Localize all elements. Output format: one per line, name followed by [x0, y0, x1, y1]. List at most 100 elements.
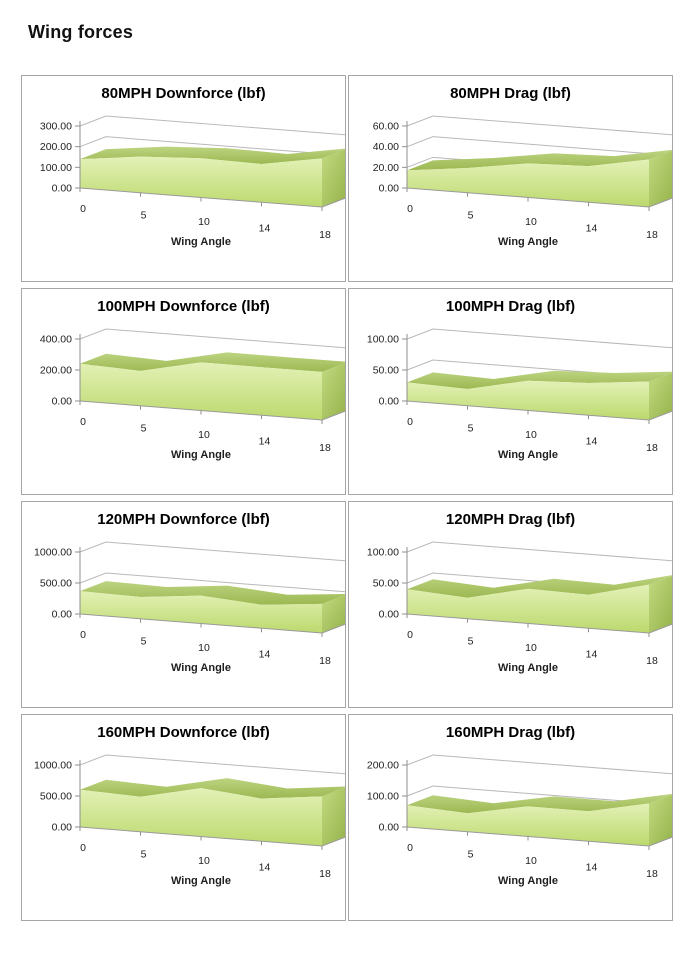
y-tick-label: 0.00 — [52, 396, 73, 408]
area-series — [407, 159, 649, 207]
y-tick-label: 100.00 — [367, 791, 399, 803]
area-top-ridge — [407, 149, 672, 171]
x-axis: 0 5 10 14 18 — [79, 401, 331, 454]
y-tick-label: 1000.00 — [34, 760, 72, 772]
x-tick-label: 18 — [319, 655, 331, 667]
x-axis-title: Wing Angle — [171, 875, 231, 887]
x-tick-label: 0 — [80, 842, 86, 854]
x-tick-label: 18 — [319, 868, 331, 880]
y-tick-label: 20.00 — [373, 162, 399, 174]
area-chart-canvas: 0.00 20.00 40.00 60.00 0 5 10 14 18 Wing Angle — [373, 115, 672, 248]
y-tick-label: 100.00 — [367, 547, 399, 559]
chart-120mph-downforce: 120MPH Downforce (lbf) 0.00 500.00 1000.00… — [21, 501, 346, 708]
x-tick-label: 18 — [646, 655, 658, 667]
area-series — [80, 156, 322, 207]
charts-grid: 80MPH Downforce (lbf) 0.00 100.00 200.00 30… — [21, 75, 673, 921]
area-side-cap — [649, 794, 672, 846]
y-tick-label: 400.00 — [40, 334, 72, 346]
y-tick-label: 0.00 — [52, 822, 73, 834]
chart-title: 120MPH Drag (lbf) — [445, 511, 576, 528]
area-side-cap — [322, 363, 345, 420]
x-tick-label: 0 — [80, 203, 86, 215]
x-tick-label: 0 — [407, 416, 413, 428]
x-tick-label: 14 — [586, 223, 598, 235]
y-tick-label: 500.00 — [40, 791, 72, 803]
x-tick-label: 5 — [468, 636, 474, 648]
x-axis: 0 5 10 14 18 — [79, 614, 331, 667]
chart-title: 80MPH Drag (lbf) — [450, 85, 571, 102]
y-tick-label: 500.00 — [40, 578, 72, 590]
chart-160mph-drag: 160MPH Drag (lbf) 0.00 100.00 200.00 0 5 10 14… — [348, 714, 673, 921]
y-tick-label: 100.00 — [367, 334, 399, 346]
x-tick-label: 14 — [586, 436, 598, 448]
x-tick-label: 14 — [259, 649, 271, 661]
area-top-ridge — [407, 793, 672, 814]
y-tick-label: 1000.00 — [34, 547, 72, 559]
chart-title: 120MPH Downforce (lbf) — [97, 511, 270, 528]
chart-title: 160MPH Downforce (lbf) — [97, 724, 270, 741]
x-axis: 0 5 10 14 18 — [406, 188, 658, 241]
x-tick-label: 18 — [646, 442, 658, 454]
x-tick-label: 10 — [525, 642, 537, 654]
x-tick-label: 14 — [259, 436, 271, 448]
area-series — [407, 803, 649, 846]
area-chart-canvas: 0.00 100.00 200.00 300.00 0 5 10 14 18 Wing Angle — [40, 115, 345, 248]
gridlines — [79, 541, 345, 593]
chart-100mph-drag: 100MPH Drag (lbf) 0.00 50.00 100.00 0 5 10 14 1… — [348, 288, 673, 495]
gridlines — [406, 754, 672, 806]
gridlines — [406, 328, 672, 380]
x-tick-label: 5 — [468, 210, 474, 222]
y-tick-label: 0.00 — [52, 609, 73, 621]
x-tick-label: 18 — [646, 229, 658, 241]
x-tick-label: 5 — [141, 636, 147, 648]
x-tick-label: 5 — [468, 849, 474, 861]
area-side-cap — [649, 150, 672, 207]
y-axis: 0.00 500.00 1000.00 — [34, 760, 81, 834]
x-axis-title: Wing Angle — [171, 449, 231, 461]
x-axis: 0 5 10 14 18 — [79, 188, 331, 241]
chart-title: 100MPH Downforce (lbf) — [97, 298, 270, 315]
area-chart-canvas: 0.00 50.00 100.00 0 5 10 14 18 Wing Angle — [367, 328, 672, 461]
x-tick-label: 10 — [198, 216, 210, 228]
y-axis: 0.00 100.00 200.00 300.00 — [40, 121, 81, 195]
chart-160mph-downforce: 160MPH Downforce (lbf) 0.00 500.00 1000.00… — [21, 714, 346, 921]
x-tick-label: 0 — [80, 629, 86, 641]
x-tick-label: 18 — [646, 868, 658, 880]
y-tick-label: 40.00 — [373, 141, 399, 153]
x-tick-label: 10 — [198, 855, 210, 867]
area-top-ridge — [407, 370, 672, 389]
x-tick-label: 5 — [141, 423, 147, 435]
x-tick-label: 0 — [407, 842, 413, 854]
y-tick-label: 100.00 — [40, 162, 72, 174]
x-tick-label: 10 — [198, 642, 210, 654]
chart-title: 160MPH Drag (lbf) — [445, 724, 576, 741]
y-axis: 0.00 20.00 40.00 60.00 — [373, 121, 408, 195]
x-tick-label: 18 — [319, 229, 331, 241]
y-tick-label: 300.00 — [40, 121, 72, 133]
y-tick-label: 50.00 — [373, 365, 399, 377]
x-tick-label: 10 — [198, 429, 210, 441]
x-tick-label: 5 — [141, 210, 147, 222]
area-chart-canvas: 0.00 200.00 400.00 0 5 10 14 18 Wing Angle — [40, 328, 345, 461]
area-side-cap — [649, 575, 672, 633]
y-tick-label: 50.00 — [373, 578, 399, 590]
x-tick-label: 18 — [319, 442, 331, 454]
y-tick-label: 0.00 — [52, 183, 73, 195]
x-axis-title: Wing Angle — [498, 236, 558, 248]
chart-80mph-drag: 80MPH Drag (lbf) 0.00 20.00 40.00 60.00 0 5 10… — [348, 75, 673, 282]
x-tick-label: 10 — [525, 429, 537, 441]
page-title: Wing forces — [28, 22, 134, 42]
area-chart-canvas: 0.00 50.00 100.00 0 5 10 14 18 Wing Angle — [367, 541, 672, 674]
x-tick-label: 14 — [586, 649, 598, 661]
chart-title: 100MPH Drag (lbf) — [445, 298, 576, 315]
y-tick-label: 0.00 — [379, 183, 400, 195]
x-tick-label: 14 — [259, 223, 271, 235]
y-tick-label: 0.00 — [379, 822, 400, 834]
x-axis-title: Wing Angle — [171, 236, 231, 248]
x-axis: 0 5 10 14 18 — [406, 614, 658, 667]
x-axis: 0 5 10 14 18 — [406, 827, 658, 880]
area-series — [80, 591, 322, 633]
area-top-ridge — [407, 575, 672, 598]
area-side-cap — [649, 372, 672, 420]
y-tick-label: 200.00 — [40, 365, 72, 377]
